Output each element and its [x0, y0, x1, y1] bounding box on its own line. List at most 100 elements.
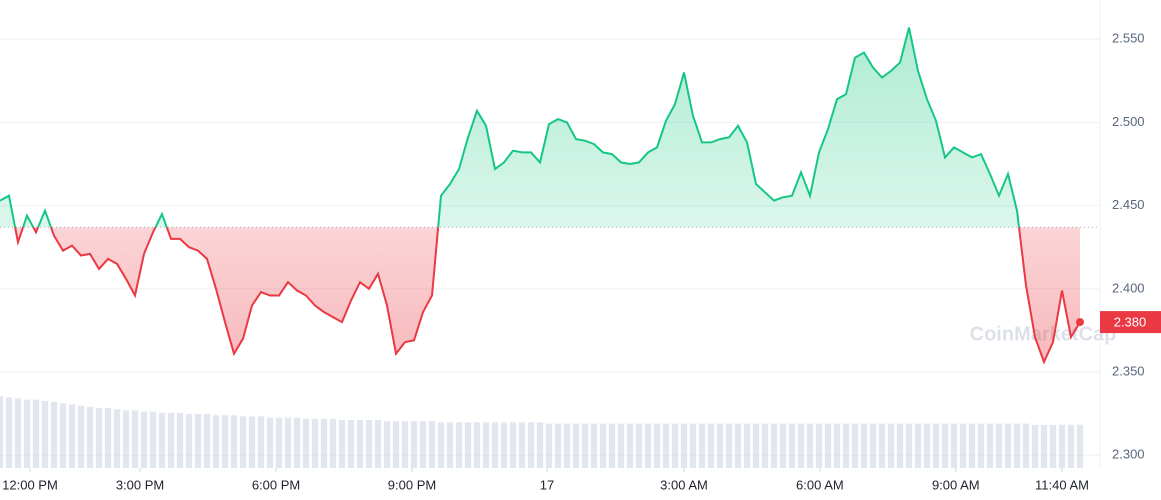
volume-bar — [185, 414, 193, 468]
volume-bar — [446, 422, 454, 468]
volume-bar — [131, 410, 139, 468]
volume-bar — [149, 411, 157, 468]
volume-bar — [842, 423, 850, 468]
volume-bar — [167, 412, 175, 468]
volume-bar — [815, 423, 823, 468]
volume-bar — [86, 406, 94, 468]
volume-bar — [248, 416, 256, 468]
volume-bar — [329, 418, 337, 468]
volume-bar — [716, 423, 724, 468]
volume-bar — [419, 421, 427, 468]
y-tick-label: 2.450 — [1112, 197, 1145, 212]
volume-bar — [734, 423, 742, 468]
volume-bar — [1031, 424, 1039, 468]
volume-bar — [833, 423, 841, 468]
volume-bar — [104, 408, 112, 468]
volume-bar — [608, 423, 616, 468]
volume-bar — [896, 423, 904, 468]
volume-bar — [1013, 423, 1021, 468]
volume-bar — [1040, 424, 1048, 468]
volume-bar — [698, 423, 706, 468]
volume-bar — [905, 423, 913, 468]
volume-bar — [374, 420, 382, 468]
x-tick-label: 6:00 AM — [796, 477, 844, 492]
volume-bar — [977, 423, 985, 468]
volume-bar — [887, 423, 895, 468]
volume-bar — [932, 423, 940, 468]
volume-bar — [518, 422, 526, 468]
volume-bar — [1067, 424, 1075, 468]
volume-bar — [491, 422, 499, 468]
volume-bar — [761, 423, 769, 468]
volume-bar — [599, 423, 607, 468]
volume-bar — [527, 422, 535, 468]
volume-bar — [437, 422, 445, 468]
x-tick-label: 9:00 PM — [388, 477, 436, 492]
volume-bar — [581, 423, 589, 468]
volume-bar — [410, 421, 418, 468]
volume-bar — [626, 423, 634, 468]
x-tick-label: 17 — [540, 477, 554, 492]
area-above — [0, 27, 1020, 228]
volume-bar — [1049, 424, 1057, 468]
volume-bar — [428, 421, 436, 468]
volume-bar — [914, 423, 922, 468]
volume-bar — [140, 411, 148, 468]
volume-bar — [689, 423, 697, 468]
volume-bar — [95, 408, 103, 468]
volume-bar — [464, 422, 472, 468]
volume-bar — [968, 423, 976, 468]
volume-bar — [554, 423, 562, 468]
volume-bar — [653, 423, 661, 468]
volume-bar — [959, 423, 967, 468]
volume-bar — [320, 418, 328, 468]
volume-bar — [572, 423, 580, 468]
volume-bar — [1076, 424, 1084, 468]
volume-bar — [707, 423, 715, 468]
volume-bar — [860, 423, 868, 468]
volume-bar — [266, 417, 274, 468]
y-tick-label: 2.350 — [1112, 363, 1145, 378]
volume-bar — [77, 405, 85, 468]
volume-bar — [257, 416, 265, 468]
volume-bar — [662, 423, 670, 468]
price-line-above — [0, 27, 1021, 228]
volume-bar — [851, 423, 859, 468]
volume-bar — [203, 414, 211, 468]
volume-bar — [113, 409, 121, 468]
volume-bar — [941, 423, 949, 468]
volume-bar — [950, 423, 958, 468]
volume-bar — [284, 417, 292, 468]
y-tick-label: 2.500 — [1112, 114, 1145, 129]
volume-bar — [122, 410, 130, 468]
y-tick-label: 2.550 — [1112, 31, 1145, 46]
volume-bar — [194, 414, 202, 468]
x-tick-label: 6:00 PM — [252, 477, 300, 492]
volume-bar — [212, 415, 220, 468]
volume-bar — [617, 423, 625, 468]
volume-bar — [788, 423, 796, 468]
volume-bar — [68, 404, 76, 468]
volume-bar — [383, 421, 391, 468]
volume-bar — [752, 423, 760, 468]
volume-bar — [14, 398, 22, 468]
volume-bar — [401, 421, 409, 468]
volume-bar — [455, 422, 463, 468]
volume-bar — [806, 423, 814, 468]
volume-bar — [878, 423, 886, 468]
volume-bar — [239, 416, 247, 468]
y-tick-label: 2.400 — [1112, 280, 1145, 295]
volume-bar — [680, 423, 688, 468]
x-tick-label: 12:00 PM — [2, 477, 58, 492]
x-tick-label: 3:00 AM — [660, 477, 708, 492]
volume-bar — [356, 420, 364, 468]
x-tick-label: 9:00 AM — [932, 477, 980, 492]
volume-bar — [824, 423, 832, 468]
volume-bar — [644, 423, 652, 468]
volume-bar — [725, 423, 733, 468]
volume-bar — [869, 423, 877, 468]
volume-bar — [635, 423, 643, 468]
volume-bar — [545, 423, 553, 468]
price-badge — [1100, 311, 1161, 334]
